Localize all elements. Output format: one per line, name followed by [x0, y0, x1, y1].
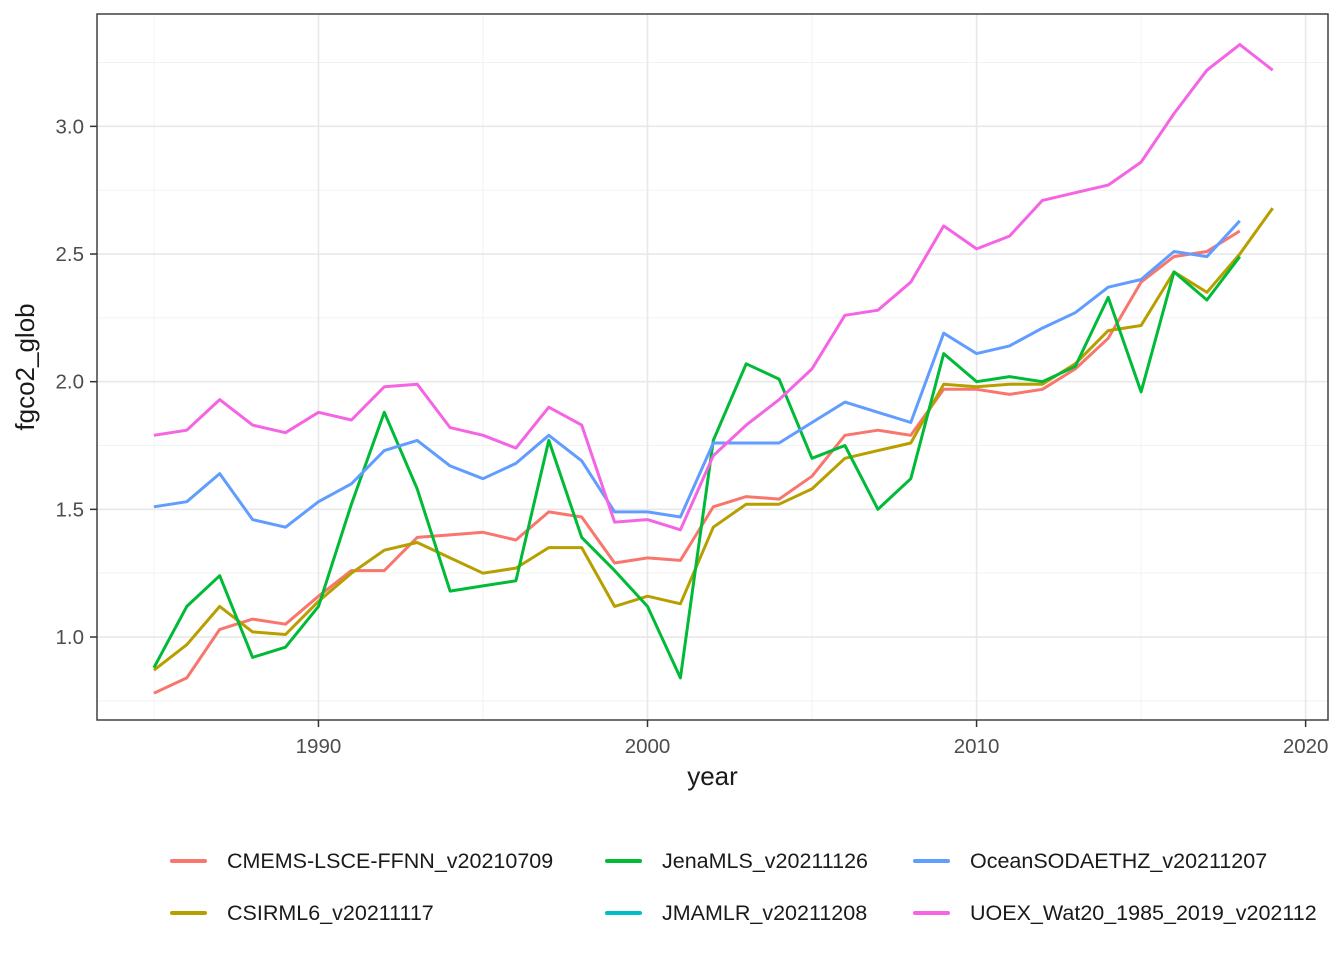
- legend-item-CSIRML6_v20211117: CSIRML6_v20211117: [170, 898, 434, 928]
- x-tick-label: 2010: [954, 735, 1000, 758]
- legend-key-line: [913, 859, 950, 863]
- x-tick-label: 1990: [296, 735, 342, 758]
- legend-key-line: [170, 859, 207, 863]
- y-axis-title: fgco2_glob: [10, 303, 40, 430]
- plot-panel: [97, 14, 1328, 720]
- legend-label: CMEMS-LSCE-FFNN_v20210709: [227, 848, 554, 873]
- y-tick-label: 1.5: [56, 498, 85, 521]
- legend-key-line: [913, 911, 950, 915]
- x-axis-title: year: [687, 761, 738, 791]
- legend-item-JMAMLR_v20211208: JMAMLR_v20211208: [605, 898, 867, 928]
- y-tick-label: 1.0: [56, 626, 85, 649]
- legend-label: JenaMLS_v20211126: [662, 848, 869, 873]
- y-tick-label: 2.0: [56, 371, 85, 394]
- y-tick-label: 2.5: [56, 243, 85, 266]
- y-tick-label: 3.0: [56, 115, 85, 138]
- panel-border: [96, 13, 1329, 721]
- legend-item-UOEX_Wat20_1985_2019_v202112: UOEX_Wat20_1985_2019_v202112: [913, 898, 1317, 928]
- fgco2-line-chart: 1.0 1.5 2.0 2.5 3.0 1990 2000 2010 2020 year fgco2…: [10, 13, 1329, 791]
- legend-key-line: [170, 911, 207, 915]
- legend-item-OceanSODAETHZ_v20211207: OceanSODAETHZ_v20211207: [913, 846, 1267, 876]
- legend-label: CSIRML6_v20211117: [227, 900, 434, 925]
- x-tick-label: 2020: [1283, 735, 1329, 758]
- chart-legend: product CMEMS-LSCE-FFNN_v20210709CSIRML6…: [0, 800, 1344, 960]
- legend-label: OceanSODAETHZ_v20211207: [970, 848, 1268, 873]
- legend-key-line: [605, 859, 642, 863]
- legend-item-CMEMS-LSCE-FFNN_v20210709: CMEMS-LSCE-FFNN_v20210709: [170, 846, 553, 876]
- legend-label: JMAMLR_v20211208: [662, 900, 868, 925]
- series-line-CMEMS-LSCE-FFNN_v20210709: [153, 229, 1241, 695]
- series-line-CSIRML6_v20211117: [152, 207, 1274, 672]
- series-line-OceanSODAETHZ_v20211207: [153, 219, 1241, 529]
- legend-key-line: [605, 911, 642, 915]
- x-tick-label: 2000: [625, 735, 671, 758]
- legend-label: UOEX_Wat20_1985_2019_v202112: [970, 900, 1317, 925]
- series-line-UOEX_Wat20_1985_2019_v202112: [153, 43, 1274, 532]
- series-line-JenaMLS_v20211126: [152, 255, 1241, 680]
- legend-item-JenaMLS_v20211126: JenaMLS_v20211126: [605, 846, 868, 876]
